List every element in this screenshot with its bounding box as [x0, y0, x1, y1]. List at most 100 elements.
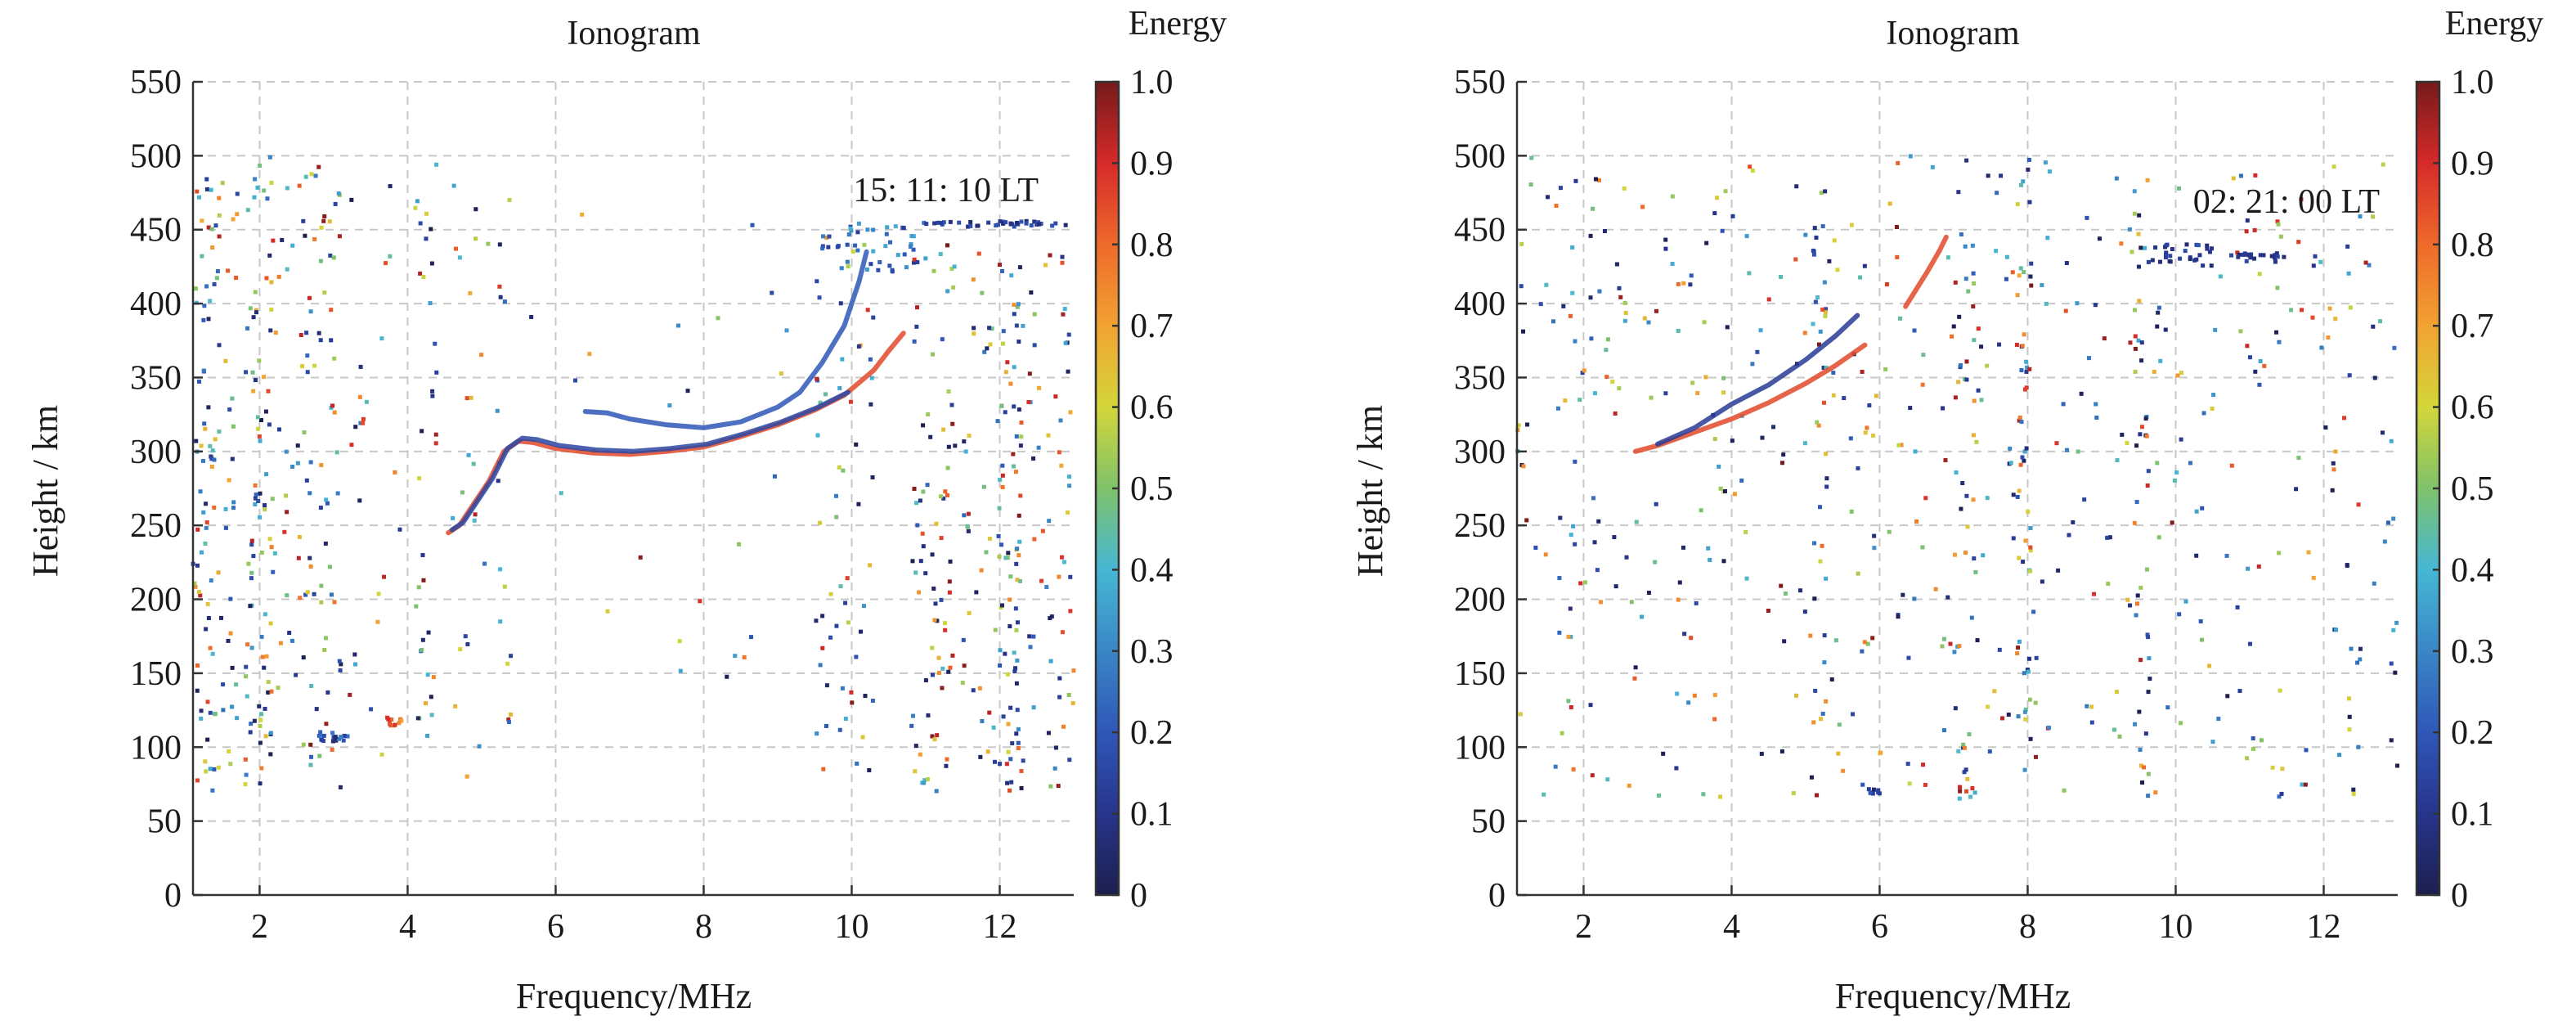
- noise-point: [1016, 726, 1021, 731]
- noise-point: [2017, 273, 2022, 278]
- noise-point: [248, 604, 253, 609]
- noise-point: [262, 188, 267, 193]
- cluster-point: [1050, 223, 1055, 228]
- noise-point: [828, 635, 833, 640]
- noise-point: [913, 570, 918, 575]
- noise-point: [496, 479, 500, 484]
- noise-point: [1529, 155, 1534, 160]
- cluster-point: [924, 222, 929, 227]
- noise-point: [357, 498, 362, 503]
- noise-point: [2033, 700, 2038, 705]
- noise-point: [2022, 387, 2027, 392]
- x-tick-label: 4: [399, 908, 416, 946]
- noise-point: [466, 452, 471, 457]
- noise-point: [2256, 564, 2261, 569]
- noise-point: [966, 528, 971, 533]
- noise-point: [216, 570, 221, 575]
- noise-point: [2210, 740, 2215, 744]
- noise-point: [327, 564, 332, 569]
- noise-point: [251, 554, 256, 559]
- noise-point: [1797, 588, 1802, 593]
- noise-point: [1920, 382, 1925, 387]
- noise-point: [260, 654, 265, 659]
- noise-point: [376, 591, 381, 596]
- noise-point: [1712, 693, 1717, 698]
- noise-point: [1676, 328, 1681, 333]
- noise-point: [2063, 308, 2068, 313]
- noise-point: [1654, 308, 1658, 313]
- noise-point: [227, 407, 232, 412]
- noise-point: [1945, 255, 1950, 260]
- noise-point: [1821, 400, 1826, 405]
- noise-point: [2346, 696, 2351, 701]
- noise-point: [1568, 634, 1573, 639]
- noise-point: [1571, 767, 1576, 771]
- noise-point: [1833, 638, 1838, 643]
- noise-point: [1060, 254, 1065, 259]
- noise-point: [1681, 545, 1685, 550]
- cluster-point: [1034, 222, 1039, 227]
- cluster-point: [909, 234, 914, 239]
- noise-point: [348, 692, 352, 697]
- noise-point: [2094, 415, 2099, 420]
- noise-point: [303, 174, 308, 179]
- noise-point: [1783, 591, 1788, 596]
- noise-point: [2313, 254, 2318, 259]
- noise-point: [1959, 506, 1963, 511]
- noise-point: [870, 699, 875, 704]
- noise-point: [1613, 411, 1618, 416]
- noise-point: [388, 254, 393, 259]
- cluster-point: [339, 735, 343, 740]
- noise-point: [2140, 780, 2145, 785]
- cluster-point: [1871, 787, 1876, 792]
- noise-point: [1543, 552, 1548, 557]
- noise-point: [479, 353, 484, 358]
- noise-point: [2300, 308, 2304, 313]
- noise-point: [862, 242, 867, 247]
- noise-point: [258, 723, 263, 728]
- noise-point: [716, 316, 720, 321]
- noise-point: [1987, 749, 1992, 754]
- cluster-point: [2275, 254, 2280, 259]
- noise-point: [1551, 319, 1556, 324]
- noise-point: [1555, 406, 1560, 411]
- y-axis-label: Height / km: [25, 405, 65, 577]
- cluster-point: [2252, 256, 2257, 261]
- noise-point: [2238, 173, 2243, 178]
- noise-point: [495, 408, 500, 413]
- noise-point: [451, 515, 456, 520]
- noise-point: [1822, 633, 1827, 638]
- cluster-point: [821, 234, 826, 239]
- noise-point: [1703, 375, 1708, 380]
- noise-point: [912, 257, 917, 262]
- colorbar-tick-label: 0.7: [2451, 308, 2494, 345]
- noise-point: [2120, 432, 2125, 437]
- noise-point: [1590, 773, 1595, 778]
- noise-point: [1032, 312, 1037, 317]
- noise-point: [1780, 461, 1785, 466]
- noise-point: [1591, 496, 1596, 501]
- cluster-point: [1024, 218, 1029, 223]
- noise-point: [848, 399, 853, 404]
- noise-point: [223, 506, 228, 511]
- noise-point: [1856, 466, 1860, 470]
- noise-point: [2253, 173, 2258, 178]
- noise-point: [1871, 433, 1876, 438]
- noise-point: [2029, 261, 2034, 266]
- noise-point: [2330, 488, 2335, 493]
- noise-point: [1554, 203, 1559, 208]
- noise-point: [1632, 676, 1637, 681]
- noise-point: [231, 506, 236, 511]
- noise-point: [966, 511, 971, 516]
- noise-point: [1597, 289, 1602, 294]
- noise-point: [223, 525, 228, 530]
- noise-point: [1895, 254, 1900, 259]
- noise-point: [1629, 600, 1634, 605]
- noise-point: [837, 385, 842, 390]
- noise-point: [870, 475, 875, 479]
- noise-point: [1044, 584, 1049, 589]
- cluster-point: [968, 223, 973, 228]
- noise-point: [1061, 724, 1066, 729]
- noise-point: [2394, 763, 2399, 768]
- noise-point: [2023, 538, 2028, 543]
